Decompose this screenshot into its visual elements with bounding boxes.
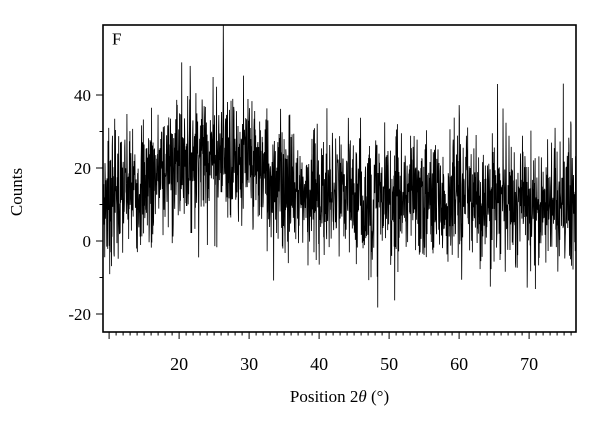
svg-text:40: 40 [310,354,328,374]
svg-text:0: 0 [83,232,92,251]
svg-text:70: 70 [520,354,538,374]
svg-text:20: 20 [74,159,91,178]
svg-text:Position 2θ (°): Position 2θ (°) [290,387,389,406]
svg-text:50: 50 [380,354,398,374]
svg-text:Counts: Counts [7,168,26,216]
svg-text:30: 30 [240,354,258,374]
svg-text:20: 20 [170,354,188,374]
svg-text:60: 60 [450,354,468,374]
svg-text:-20: -20 [68,305,91,324]
svg-text:40: 40 [74,86,91,105]
svg-text:F: F [112,30,121,49]
